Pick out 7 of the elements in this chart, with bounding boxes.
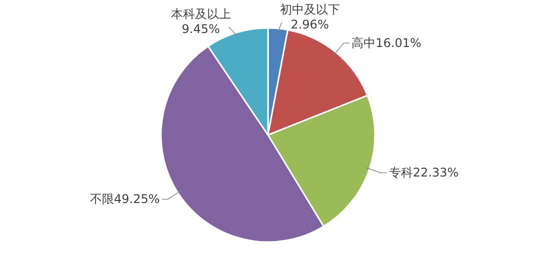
slice-label: 不限49.25% xyxy=(90,192,160,206)
slice-label: 专科22.33% xyxy=(388,166,459,180)
slice-label: 高中16.01% xyxy=(352,36,422,50)
slice-label: 初中及以下 xyxy=(280,2,340,17)
data-label: 9.45% xyxy=(182,22,220,36)
data-label: 2.96% xyxy=(290,18,329,32)
slice-label: 本科及以上 xyxy=(170,7,231,22)
